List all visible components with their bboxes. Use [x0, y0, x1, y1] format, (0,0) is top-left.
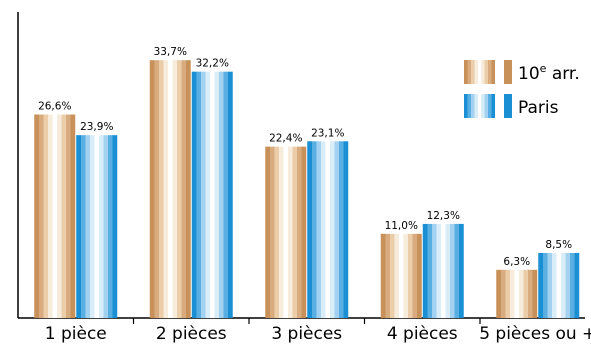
value-label: 33,7%	[154, 46, 187, 58]
bar-paris-1	[76, 135, 118, 318]
value-label: 12,3%	[427, 210, 460, 222]
value-label: 8,5%	[545, 239, 572, 251]
value-label: 11,0%	[385, 220, 418, 232]
category-label: 4 pièces	[387, 324, 458, 344]
bar-paris-3	[307, 141, 349, 318]
category-label: 5 pièces ou +	[479, 324, 591, 344]
category-label: 1 pièce	[45, 324, 107, 344]
category-label: 3 pièces	[271, 324, 342, 344]
legend-swatch	[464, 94, 495, 118]
legend-swatch-solid	[504, 94, 512, 118]
bar-arr-4	[380, 233, 422, 318]
legend-swatch	[464, 60, 495, 84]
bar-paris-2	[191, 71, 233, 318]
value-label: 32,2%	[196, 58, 229, 70]
value-label: 22,4%	[269, 133, 302, 145]
legend-label: 10e arr.	[518, 62, 580, 84]
bar-arr-3	[265, 146, 307, 318]
value-label: 26,6%	[38, 101, 71, 113]
value-label: 23,9%	[80, 121, 113, 133]
bar-arr-5	[496, 269, 538, 318]
value-label: 23,1%	[311, 127, 344, 139]
value-label: 6,3%	[503, 256, 530, 268]
legend: 10e arr. Paris	[464, 60, 580, 118]
bar-arr-1	[34, 114, 76, 318]
legend-swatch-solid	[504, 60, 512, 84]
category-label: 2 pièces	[156, 324, 227, 344]
bar-paris-4	[422, 223, 464, 318]
legend-label: Paris	[518, 98, 559, 118]
bar-arr-2	[149, 60, 191, 318]
bar-paris-5	[538, 252, 580, 318]
